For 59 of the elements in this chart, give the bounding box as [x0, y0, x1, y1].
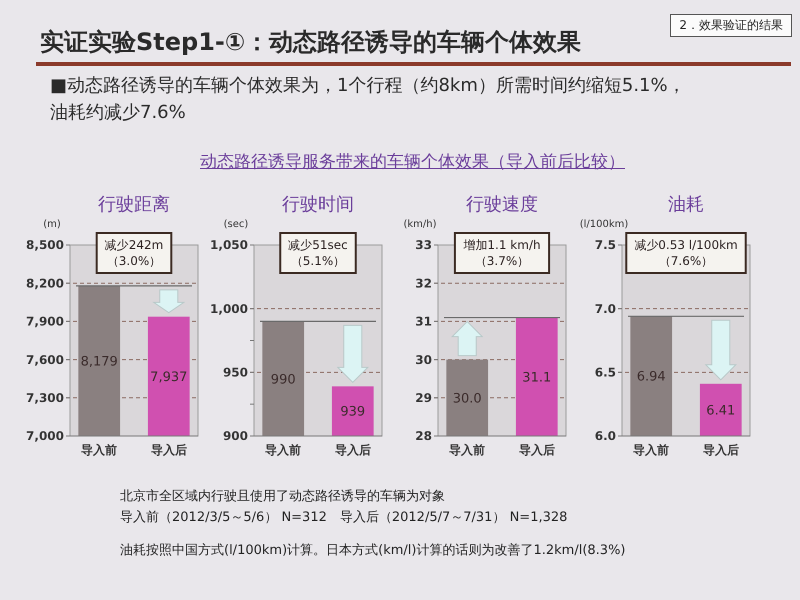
- data-label: 939: [340, 404, 366, 420]
- y-tick-label: 1,050: [210, 238, 248, 252]
- annotation: （7.6%）: [658, 254, 714, 268]
- text: 导入前（2012/3/5～5/6） N=312 导入后（2012/5/7～7/31） N=1,328: [120, 509, 568, 527]
- text: 2．效果验证的结果: [670, 14, 792, 37]
- y-tick-label: 8,200: [26, 276, 64, 290]
- data-label: 990: [270, 372, 296, 388]
- data-label: 31.1: [522, 370, 552, 386]
- text: 实证实验Step1-①：动态路径诱导的车辆个体效果: [40, 27, 582, 58]
- y-axis-title: (sec): [224, 219, 248, 230]
- data-label: 7,937: [150, 370, 188, 385]
- x-tick-label: 导入前: [265, 443, 302, 457]
- annotation: （3.0%）: [106, 254, 162, 268]
- data-label: 6.94: [636, 370, 666, 385]
- y-tick-label: 7,300: [26, 391, 64, 405]
- annotation: 增加1.1 km/h: [462, 238, 541, 252]
- y-tick-label: 7.0: [594, 302, 616, 316]
- x-tick-label: 导入前: [449, 443, 486, 457]
- y-tick-label: 33: [415, 238, 432, 252]
- y-tick-label: 7.5: [594, 238, 616, 252]
- data-label: 8,179: [80, 354, 118, 370]
- y-axis-title: (l/100km): [580, 219, 628, 230]
- y-tick-label: 8,500: [26, 238, 64, 252]
- y-axis-title: (km/h): [403, 219, 437, 230]
- text: 北京市全区域内行驶且使用了动态路径诱导的车辆为对象: [120, 488, 446, 506]
- annotation: 减少0.53 l/100km: [634, 238, 738, 252]
- x-tick-label: 导入前: [633, 443, 670, 457]
- y-tick-label: 1,000: [210, 302, 248, 316]
- y-tick-label: 950: [222, 366, 248, 380]
- y-tick-label: 31: [415, 314, 432, 329]
- y-tick-label: 6.0: [594, 429, 616, 444]
- data-label: 30.0: [452, 391, 482, 406]
- text: ■动态路径诱导的车辆个体效果为，1个行程（约8km）所需时间约缩短5.1%，油耗约减少7.6%: [50, 74, 687, 125]
- chart-title: 油耗: [668, 194, 704, 215]
- y-tick-label: 29: [415, 391, 432, 405]
- data-label: 6.41: [706, 403, 736, 418]
- text: 动态路径诱导服务带来的车辆个体效果（导入前后比较）: [200, 151, 625, 173]
- y-tick-label: 7,600: [26, 352, 64, 367]
- y-tick-label: 7,900: [26, 314, 64, 329]
- x-tick-label: 导入前: [81, 443, 118, 457]
- annotation: 减少242m: [104, 238, 164, 252]
- y-tick-label: 6.5: [594, 366, 616, 380]
- chart-title: 行驶距离: [98, 194, 170, 215]
- annotation: （3.7%）: [474, 254, 530, 268]
- text: 油耗按照中国方式(l/100km)计算。日本方式(km/l)计算的话则为改善了1.2km/l(8.3%): [120, 542, 626, 560]
- y-tick-label: 30: [415, 352, 432, 367]
- y-axis-title: (m): [43, 219, 61, 230]
- x-tick-label: 导入后: [702, 443, 739, 457]
- y-tick-label: 32: [415, 276, 432, 290]
- annotation: 减少51sec: [288, 238, 348, 252]
- y-tick-label: 28: [415, 429, 432, 444]
- chart-title: 行驶时间: [282, 194, 354, 215]
- chart-title: 行驶速度: [466, 194, 538, 215]
- y-tick-label: 7,000: [26, 429, 64, 444]
- annotation: （5.1%）: [290, 254, 346, 268]
- y-tick-label: 900: [222, 429, 248, 444]
- x-tick-label: 导入后: [334, 443, 371, 457]
- x-tick-label: 导入后: [518, 443, 555, 457]
- x-tick-label: 导入后: [150, 443, 187, 457]
